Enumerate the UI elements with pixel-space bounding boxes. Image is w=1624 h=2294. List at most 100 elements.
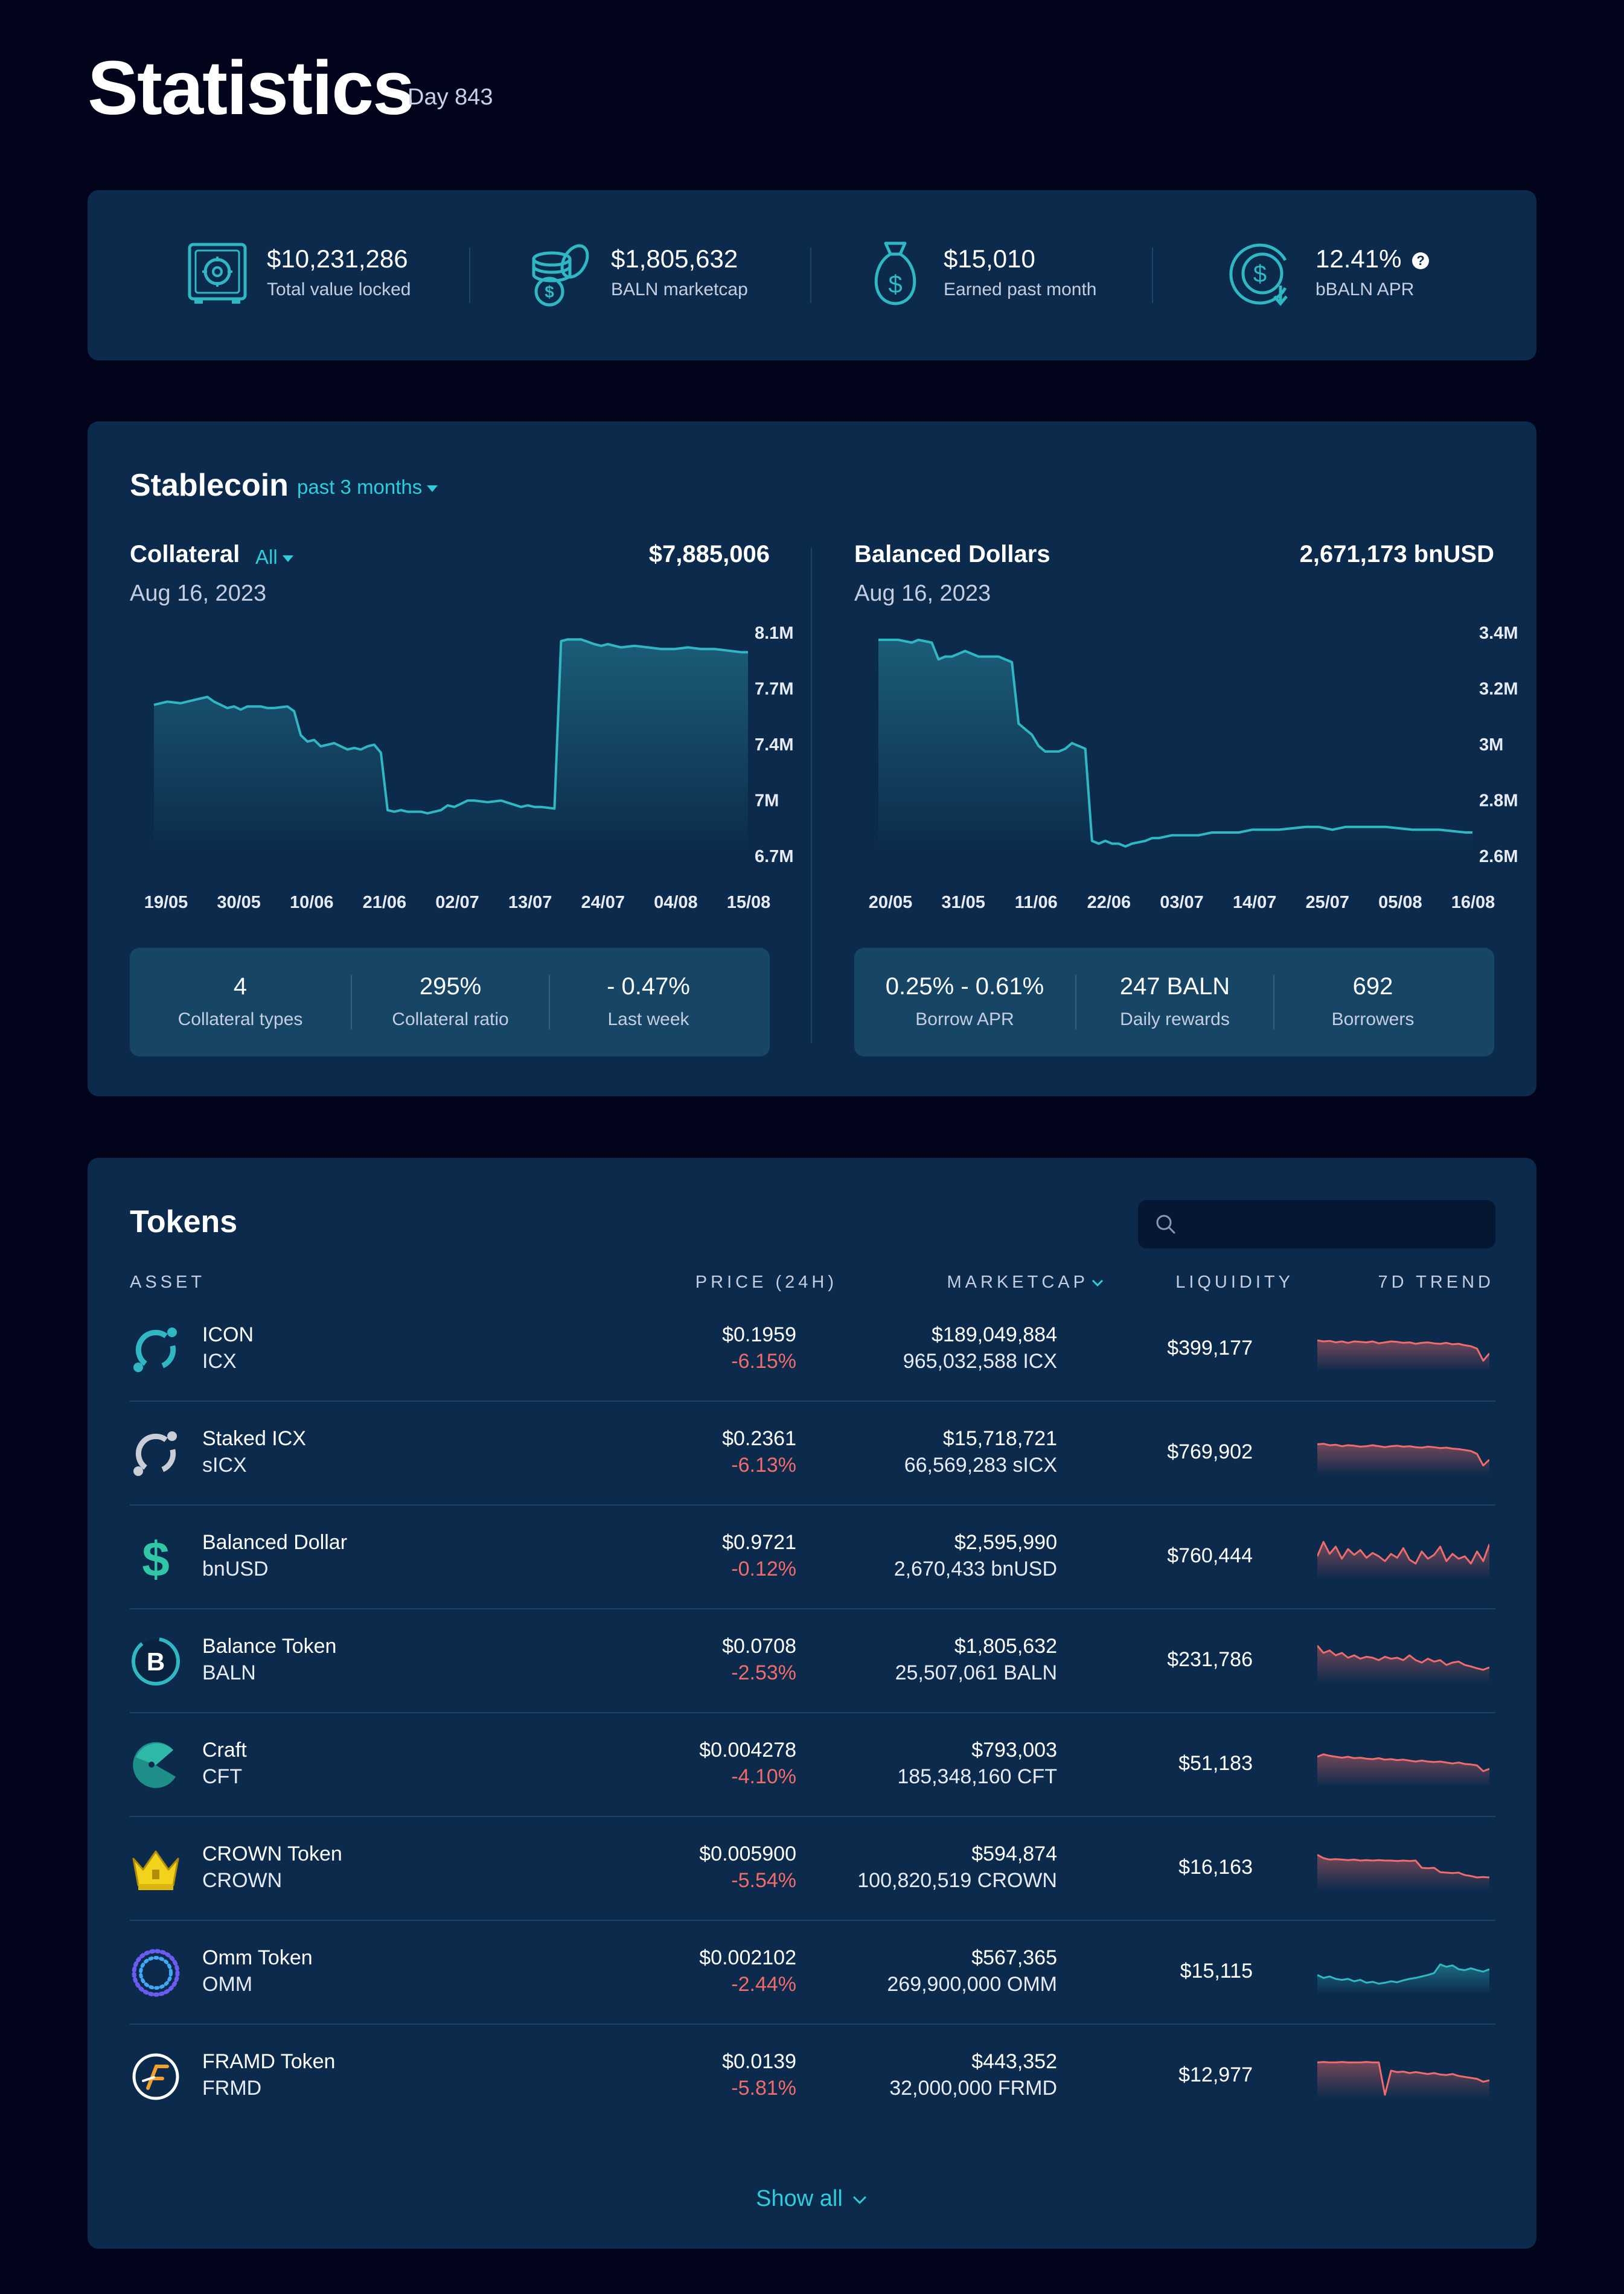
- sparkline-line: [1317, 1541, 1489, 1565]
- token-liquidity: $15,115: [1180, 1960, 1253, 1982]
- token-row-bnusd[interactable]: $ Balanced Dollar bnUSD $0.9721 -0.12% $…: [130, 1506, 1495, 1609]
- substat-label: Collateral types: [177, 1009, 303, 1029]
- token-supply: 25,507,061 BALN: [895, 1661, 1057, 1684]
- collateral-date: Aug 16, 2023: [130, 581, 267, 606]
- dollar-cycle-icon: $: [1229, 243, 1288, 306]
- token-liquidity: $231,786: [1167, 1648, 1253, 1671]
- x-tick-label: 03/07: [1160, 893, 1204, 912]
- search-icon: [1156, 1215, 1175, 1234]
- chevron-down-icon: [282, 555, 293, 562]
- token-name: Craft: [202, 1739, 247, 1762]
- period-dropdown[interactable]: past 3 months: [297, 476, 438, 499]
- token-marketcap: $189,049,884: [932, 1323, 1057, 1346]
- trend-sparkline: [1317, 2061, 1489, 2097]
- token-price-change: -5.81%: [731, 2077, 796, 2100]
- sparkline-line: [1317, 2061, 1489, 2096]
- stat-value: $10,231,286: [267, 244, 408, 273]
- sparkline-fill: [1317, 1340, 1489, 1370]
- sparkline-fill: [1317, 2062, 1489, 2097]
- token-row-cft[interactable]: Craft CFT $0.004278 -4.10% $793,003 185,…: [130, 1713, 1495, 1817]
- help-icon[interactable]: ?: [1412, 252, 1430, 269]
- x-tick-label: 30/05: [217, 893, 261, 912]
- token-supply: 66,569,283 sICX: [904, 1454, 1057, 1477]
- sparkline-line: [1317, 1339, 1489, 1362]
- token-liquidity: $12,977: [1178, 2063, 1253, 2086]
- substat-label: Last week: [607, 1009, 689, 1029]
- token-row-sicx[interactable]: Staked ICX sICX $0.2361 -6.13% $15,718,7…: [130, 1402, 1495, 1506]
- tokens-section: Tokens ASSET PRICE (24H) MARKETCAP LIQUI…: [88, 1158, 1536, 2249]
- substat-divider: [1075, 975, 1076, 1029]
- token-marketcap: $793,003: [971, 1739, 1057, 1762]
- token-row-baln[interactable]: B Balance Token BALN $0.0708 -2.53% $1,8…: [130, 1609, 1495, 1713]
- x-tick-label: 31/05: [941, 893, 985, 912]
- collateral-chart[interactable]: 8.1M 7.7M 7.4M 7M 6.7M 19/05 30/05 10/06 21/06 02…: [88, 421, 812, 941]
- collateral-substats: 4 Collateral types 295% Collateral ratio…: [130, 948, 770, 1056]
- substat-value: 0.25% - 0.61%: [885, 973, 1044, 1000]
- trend-sparkline: [1317, 1645, 1489, 1682]
- x-tick-label: 20/05: [869, 893, 913, 912]
- token-marketcap: $1,805,632: [954, 1635, 1057, 1658]
- balanced-substats: 0.25% - 0.61% Borrow APR 247 BALN Daily …: [854, 948, 1494, 1056]
- y-tick-label: 2.8M: [1479, 791, 1518, 811]
- token-price-change: -2.44%: [731, 1973, 796, 1996]
- show-all-button[interactable]: Show all: [88, 2186, 1536, 2212]
- y-tick-label: 3.4M: [1479, 624, 1518, 643]
- stat-value-text: 12.41%: [1316, 244, 1402, 273]
- token-liquidity: $769,902: [1167, 1440, 1253, 1463]
- token-symbol: BALN: [202, 1661, 256, 1684]
- token-supply: 185,348,160 CFT: [897, 1765, 1057, 1788]
- column-header-price[interactable]: PRICE (24H): [695, 1273, 837, 1292]
- substat-divider: [351, 975, 352, 1029]
- x-tick-label: 15/08: [727, 893, 771, 912]
- show-all-label: Show all: [756, 2186, 843, 2211]
- token-supply: 100,820,519 CROWN: [857, 1869, 1057, 1892]
- substat-label: Borrow APR: [915, 1009, 1014, 1029]
- balanced-dollars-chart[interactable]: 3.4M 3.2M 3M 2.8M 2.6M 20/05 31/05 11/06 22/06 03…: [812, 421, 1536, 941]
- token-price-change: -5.54%: [731, 1869, 796, 1892]
- sparkline-line: [1317, 1963, 1489, 1985]
- trend-sparkline: [1317, 1753, 1489, 1786]
- token-price-change: -0.12%: [731, 1558, 796, 1580]
- series-line: [878, 638, 1472, 848]
- framd-logo-icon: [132, 2053, 179, 2100]
- column-header-asset[interactable]: ASSET: [130, 1273, 206, 1292]
- series-line: [153, 638, 748, 815]
- area-fill: [878, 639, 1472, 855]
- token-price-change: -6.15%: [731, 1350, 796, 1373]
- collateral-total: $7,885,006: [648, 541, 770, 567]
- token-symbol: bnUSD: [202, 1558, 269, 1580]
- token-row-omm[interactable]: Omm Token OMM $0.002102 -2.44% $567,365 …: [130, 1921, 1495, 2025]
- substat-last-week: - 0.47% Last week: [550, 948, 747, 1056]
- trend-sparkline: [1317, 1541, 1489, 1578]
- stat-value: $15,010: [944, 244, 1035, 273]
- token-marketcap: $15,718,721: [942, 1427, 1057, 1450]
- stats-bar: $10,231,286 Total value locked $ $1,805,…: [88, 190, 1536, 360]
- token-symbol: ICX: [202, 1350, 237, 1373]
- token-row-crown[interactable]: CROWN Token CROWN $0.005900 -5.54% $594,…: [130, 1817, 1495, 1921]
- balanced-dollars-date: Aug 16, 2023: [854, 581, 991, 606]
- substat-value: 4: [233, 973, 248, 1000]
- token-row-icx[interactable]: ICON ICX $0.1959 -6.15% $189,049,884 965…: [130, 1298, 1495, 1402]
- sparkline-fill: [1317, 1754, 1489, 1786]
- collateral-filter-dropdown[interactable]: All: [255, 546, 293, 569]
- svg-text:$: $: [1253, 261, 1267, 287]
- x-tick-label: 19/05: [144, 893, 188, 912]
- y-tick-label: 7M: [755, 791, 779, 811]
- token-supply: 269,900,000 OMM: [887, 1973, 1057, 1996]
- crown-logo-icon: [132, 1850, 179, 1890]
- sparkline-line: [1317, 1854, 1489, 1879]
- column-header-trend[interactable]: 7D TREND: [1378, 1273, 1494, 1292]
- y-tick-label: 7.4M: [755, 735, 793, 755]
- search-input[interactable]: [1138, 1200, 1495, 1248]
- token-symbol: OMM: [202, 1973, 253, 1996]
- column-header-liquidity[interactable]: LIQUIDITY: [1175, 1273, 1294, 1292]
- chevron-down-icon: [427, 485, 438, 492]
- token-price: $0.002102: [699, 1946, 796, 1969]
- trend-sparkline: [1317, 1963, 1489, 1993]
- token-row-frmd[interactable]: FRAMD Token FRMD $0.0139 -5.81% $443,352…: [130, 2025, 1495, 2129]
- column-header-marketcap[interactable]: MARKETCAP: [947, 1273, 1104, 1292]
- token-supply: 965,032,588 ICX: [903, 1350, 1057, 1373]
- chevron-down-icon: [852, 2196, 866, 2205]
- token-marketcap: $443,352: [971, 2050, 1057, 2073]
